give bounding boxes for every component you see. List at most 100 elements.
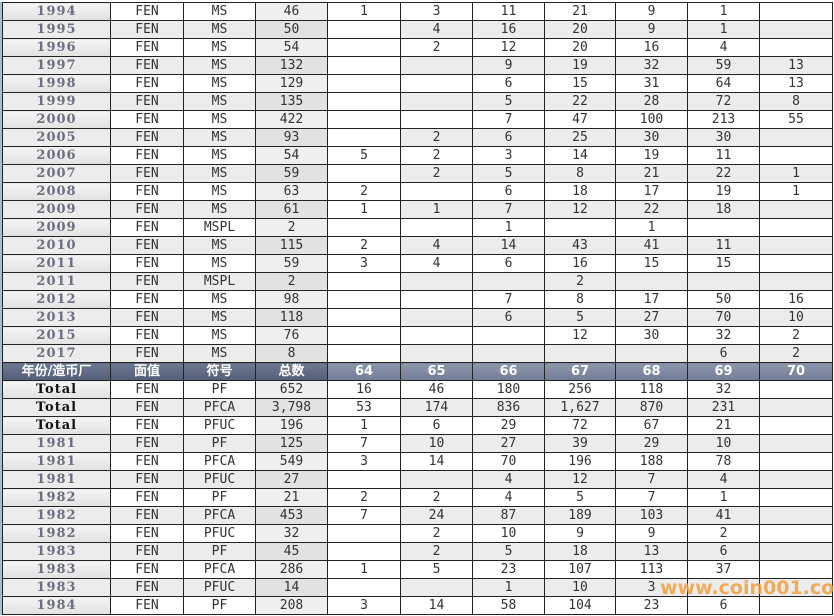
cell-grade-66[interactable] — [472, 272, 545, 291]
cell-total[interactable]: 54 — [255, 146, 328, 165]
cell-grade-67[interactable]: 43 — [544, 236, 616, 255]
header-total[interactable]: 总数 — [255, 362, 328, 381]
cell-grade-65[interactable]: 4 — [400, 20, 473, 39]
cell-year[interactable]: 1981 — [2, 470, 111, 489]
cell-grade-67[interactable]: 25 — [544, 128, 616, 147]
cell-symbol[interactable]: MS — [183, 2, 256, 21]
cell-grade-69[interactable]: 70 — [687, 308, 760, 327]
cell-grade-65[interactable] — [400, 344, 473, 363]
cell-denomination[interactable]: FEN — [110, 308, 184, 327]
cell-grade-65[interactable]: 6 — [400, 416, 473, 435]
cell-symbol[interactable]: MS — [183, 110, 256, 129]
cell-grade-69[interactable]: 213 — [687, 110, 760, 129]
cell-total[interactable]: 76 — [255, 326, 328, 345]
cell-symbol[interactable]: MS — [183, 236, 256, 255]
cell-grade-68[interactable]: 16 — [615, 38, 688, 57]
cell-grade-69[interactable]: 59 — [687, 56, 760, 75]
cell-grade-67[interactable]: 16 — [544, 254, 616, 273]
cell-grade-65[interactable]: 2 — [400, 524, 473, 543]
cell-symbol[interactable]: PF — [183, 488, 256, 507]
cell-grade-69[interactable]: 4 — [687, 38, 760, 57]
cell-grade-64[interactable] — [327, 74, 401, 93]
cell-grade-64[interactable] — [327, 38, 401, 57]
cell-grade-67[interactable]: 12 — [544, 470, 616, 489]
cell-grade-64[interactable] — [327, 92, 401, 111]
header-grade-69[interactable]: 69 — [687, 362, 760, 381]
cell-grade-68[interactable]: 113 — [615, 560, 688, 579]
cell-grade-64[interactable] — [327, 542, 401, 561]
cell-year[interactable]: 1996 — [2, 38, 111, 57]
cell-grade-70[interactable] — [759, 236, 833, 255]
cell-grade-65[interactable]: 4 — [400, 236, 473, 255]
cell-grade-66[interactable]: 14 — [472, 236, 545, 255]
cell-grade-68[interactable]: 67 — [615, 416, 688, 435]
cell-denomination[interactable]: FEN — [110, 146, 184, 165]
cell-year[interactable]: 1999 — [2, 92, 111, 111]
cell-grade-65[interactable]: 174 — [400, 398, 473, 417]
cell-grade-64[interactable]: 2 — [327, 488, 401, 507]
cell-grade-67[interactable]: 8 — [544, 164, 616, 183]
cell-total[interactable]: 652 — [255, 380, 328, 399]
cell-grade-64[interactable]: 7 — [327, 506, 401, 525]
cell-grade-64[interactable]: 3 — [327, 254, 401, 273]
cell-grade-64[interactable]: 53 — [327, 398, 401, 417]
cell-grade-66[interactable]: 5 — [472, 92, 545, 111]
cell-total[interactable]: 196 — [255, 416, 328, 435]
cell-grade-67[interactable]: 47 — [544, 110, 616, 129]
cell-total[interactable]: 453 — [255, 506, 328, 525]
cell-grade-67[interactable]: 14 — [544, 146, 616, 165]
cell-grade-65[interactable] — [400, 272, 473, 291]
cell-grade-69[interactable]: 30 — [687, 128, 760, 147]
cell-symbol[interactable]: MS — [183, 128, 256, 147]
cell-total[interactable]: 118 — [255, 308, 328, 327]
cell-year[interactable]: 2006 — [2, 146, 111, 165]
cell-grade-69[interactable]: 21 — [687, 416, 760, 435]
cell-grade-66[interactable]: 6 — [472, 254, 545, 273]
cell-total[interactable]: 135 — [255, 92, 328, 111]
cell-grade-66[interactable]: 87 — [472, 506, 545, 525]
cell-grade-66[interactable]: 70 — [472, 452, 545, 471]
header-denomination[interactable]: 面值 — [110, 362, 184, 381]
cell-grade-65[interactable]: 24 — [400, 506, 473, 525]
cell-total[interactable]: 93 — [255, 128, 328, 147]
cell-symbol[interactable]: PFUC — [183, 470, 256, 489]
cell-symbol[interactable]: PFCA — [183, 398, 256, 417]
cell-grade-64[interactable]: 5 — [327, 146, 401, 165]
cell-total[interactable]: 286 — [255, 560, 328, 579]
cell-grade-69[interactable]: 78 — [687, 452, 760, 471]
cell-denomination[interactable]: FEN — [110, 524, 184, 543]
header-grade-67[interactable]: 67 — [544, 362, 616, 381]
cell-grade-68[interactable]: 188 — [615, 452, 688, 471]
cell-symbol[interactable]: MS — [183, 182, 256, 201]
cell-grade-70[interactable]: 16 — [759, 290, 833, 309]
cell-denomination[interactable]: FEN — [110, 56, 184, 75]
cell-grade-70[interactable] — [759, 2, 833, 21]
cell-year[interactable]: 2010 — [2, 236, 111, 255]
cell-denomination[interactable]: FEN — [110, 578, 184, 597]
cell-symbol[interactable]: PFUC — [183, 524, 256, 543]
cell-grade-65[interactable] — [400, 74, 473, 93]
cell-year[interactable]: 1983 — [2, 542, 111, 561]
cell-total[interactable]: 59 — [255, 164, 328, 183]
cell-grade-64[interactable] — [327, 56, 401, 75]
cell-grade-69[interactable] — [687, 218, 760, 237]
cell-denomination[interactable]: FEN — [110, 200, 184, 219]
cell-denomination[interactable]: FEN — [110, 128, 184, 147]
cell-grade-64[interactable] — [327, 578, 401, 597]
cell-grade-66[interactable] — [472, 326, 545, 345]
cell-grade-67[interactable]: 9 — [544, 524, 616, 543]
cell-grade-66[interactable]: 7 — [472, 110, 545, 129]
cell-grade-65[interactable]: 2 — [400, 542, 473, 561]
cell-total[interactable]: 115 — [255, 236, 328, 255]
cell-total[interactable]: 54 — [255, 38, 328, 57]
cell-grade-67[interactable]: 104 — [544, 596, 616, 615]
cell-grade-70[interactable] — [759, 470, 833, 489]
cell-denomination[interactable]: FEN — [110, 20, 184, 39]
cell-grade-67[interactable]: 20 — [544, 20, 616, 39]
cell-grade-68[interactable]: 28 — [615, 92, 688, 111]
cell-grade-68[interactable]: 100 — [615, 110, 688, 129]
cell-grade-68[interactable] — [615, 272, 688, 291]
cell-grade-70[interactable] — [759, 218, 833, 237]
cell-grade-67[interactable]: 19 — [544, 56, 616, 75]
cell-grade-67[interactable]: 12 — [544, 200, 616, 219]
